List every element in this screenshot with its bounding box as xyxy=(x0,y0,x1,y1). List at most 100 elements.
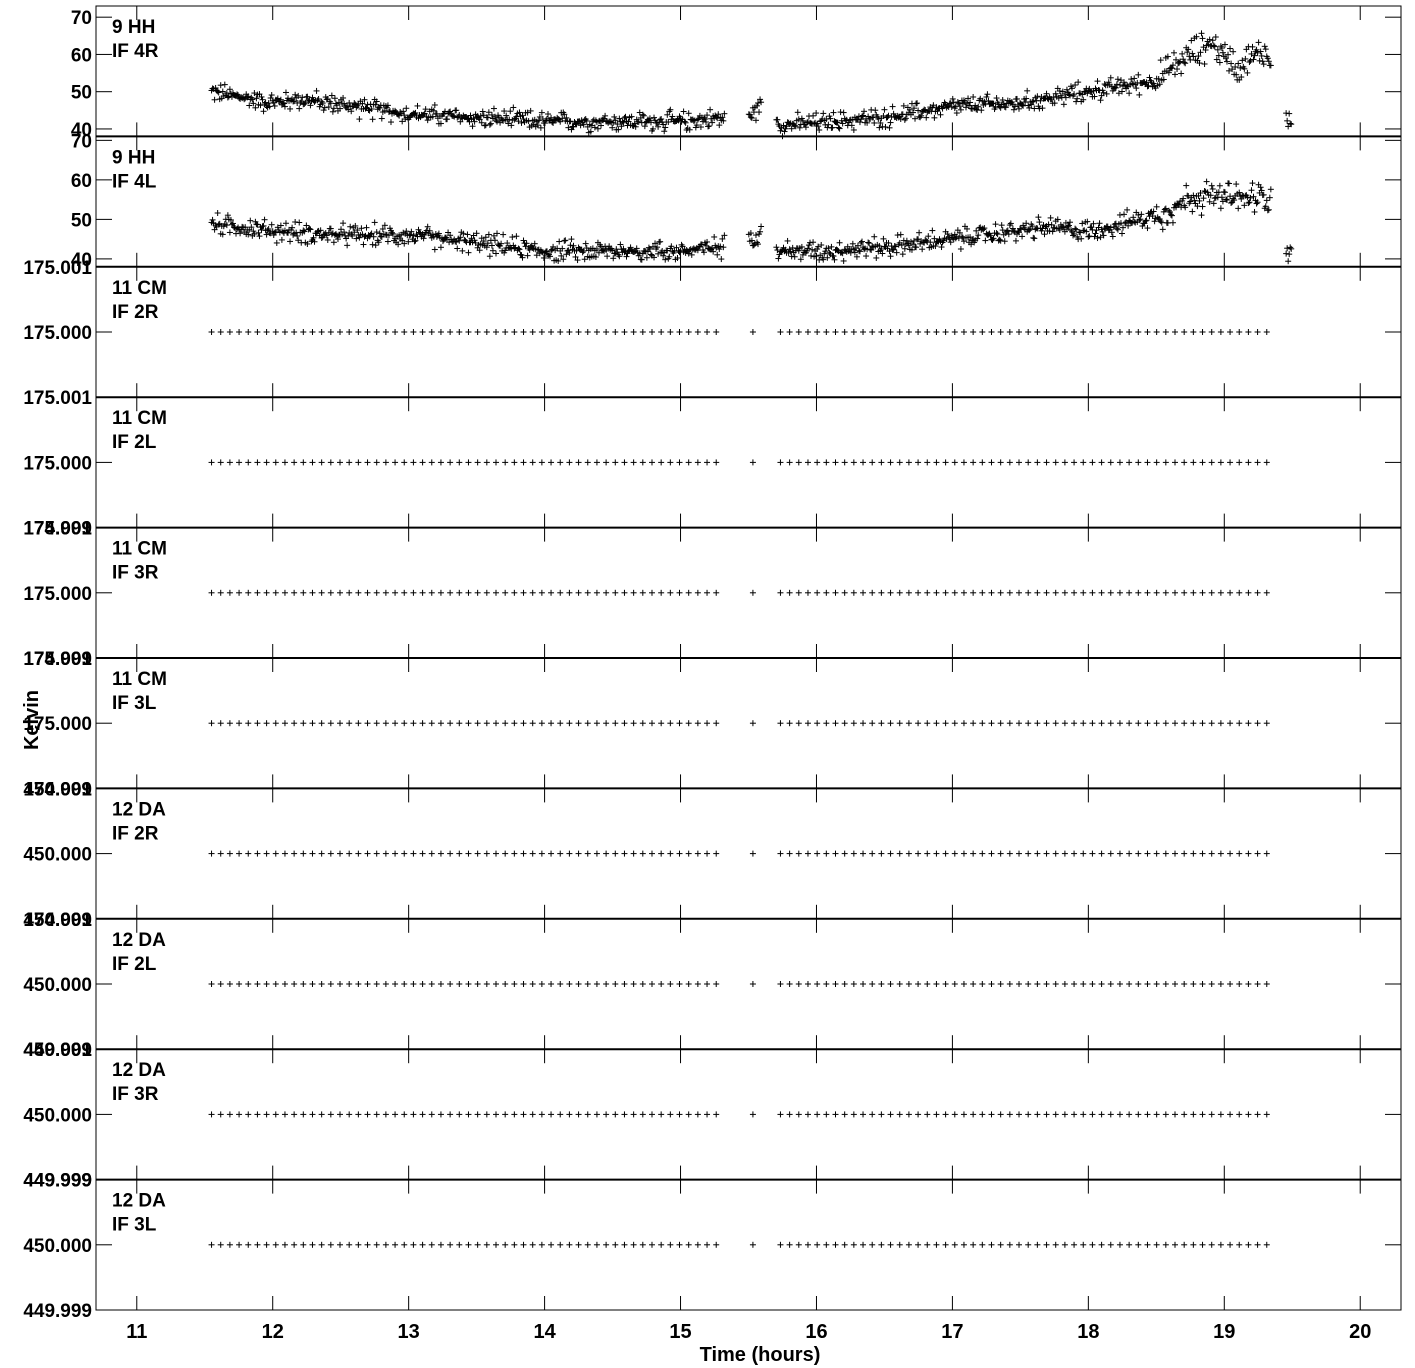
data-point xyxy=(704,981,711,987)
data-point xyxy=(1052,981,1059,987)
data-point xyxy=(360,241,367,248)
data-point xyxy=(428,329,435,335)
data-point xyxy=(841,850,848,857)
data-point xyxy=(924,329,931,335)
data-point xyxy=(522,243,529,250)
data-point xyxy=(565,247,572,254)
data-point xyxy=(878,245,885,252)
x-tick-label: 15 xyxy=(669,1321,691,1343)
data-point xyxy=(584,981,591,987)
data-point xyxy=(410,1111,417,1118)
data-point xyxy=(587,128,594,135)
data-point xyxy=(337,850,344,857)
data-point xyxy=(777,850,784,857)
data-point xyxy=(318,459,325,466)
data-point xyxy=(491,237,498,244)
data-point xyxy=(804,720,811,727)
data-point xyxy=(652,240,659,247)
data-point xyxy=(272,228,279,235)
data-point xyxy=(850,126,857,133)
data-point xyxy=(1236,1111,1243,1118)
data-point xyxy=(575,850,582,857)
data-point xyxy=(997,981,1004,987)
data-point xyxy=(643,254,650,261)
data-point xyxy=(593,329,600,335)
data-point xyxy=(483,981,490,987)
data-point xyxy=(621,114,628,121)
data-point xyxy=(1263,459,1270,466)
data-point xyxy=(263,459,270,466)
data-point xyxy=(975,103,982,110)
data-point xyxy=(622,113,629,120)
data-point xyxy=(584,720,591,727)
data-point xyxy=(901,245,908,252)
data-point xyxy=(782,246,789,253)
data-point xyxy=(838,249,845,256)
data-point xyxy=(1172,1111,1179,1118)
data-point xyxy=(1254,589,1261,596)
data-point xyxy=(364,1241,371,1248)
data-point xyxy=(291,329,298,335)
data-point xyxy=(251,231,258,238)
data-point xyxy=(611,113,618,120)
data-point xyxy=(419,459,426,466)
data-point xyxy=(1199,329,1206,335)
data-point xyxy=(318,234,325,241)
data-point xyxy=(1199,720,1206,727)
data-point xyxy=(1022,99,1029,106)
data-point xyxy=(303,222,310,229)
data-point xyxy=(1263,329,1270,335)
data-point xyxy=(548,1241,555,1248)
data-point xyxy=(1100,89,1107,96)
data-point xyxy=(268,221,275,228)
data-point xyxy=(373,1241,380,1248)
data-point xyxy=(1025,1111,1032,1118)
data-point xyxy=(665,119,672,126)
y-tick-label: 450.001 xyxy=(23,1040,92,1061)
data-point xyxy=(832,981,839,987)
data-point xyxy=(1249,180,1256,187)
data-point xyxy=(370,233,377,240)
y-tick-label: 450.001 xyxy=(23,779,92,800)
data-point xyxy=(658,116,665,123)
data-point xyxy=(300,850,307,857)
data-point xyxy=(648,720,655,727)
data-point xyxy=(470,232,477,239)
data-point xyxy=(662,124,669,131)
data-point xyxy=(667,589,674,596)
data-point xyxy=(678,241,685,248)
data-point xyxy=(603,589,610,596)
data-point xyxy=(1025,850,1032,857)
data-point xyxy=(224,212,231,219)
data-point xyxy=(529,589,536,596)
data-point xyxy=(593,720,600,727)
data-point xyxy=(613,246,620,253)
data-point xyxy=(1245,1241,1252,1248)
data-point xyxy=(639,329,646,335)
data-point xyxy=(1001,103,1008,110)
data-point xyxy=(456,850,463,857)
data-point xyxy=(878,981,885,987)
data-point xyxy=(419,1241,426,1248)
data-point xyxy=(876,124,883,131)
data-point xyxy=(1172,589,1179,596)
data-point xyxy=(850,589,857,596)
data-point xyxy=(492,1241,499,1248)
data-point xyxy=(502,850,509,857)
panel-label-if: IF 2R xyxy=(112,302,159,323)
data-point xyxy=(538,720,545,727)
data-point xyxy=(773,244,780,251)
data-point xyxy=(566,329,573,335)
data-point xyxy=(392,1241,399,1248)
panel-label-if: IF 2L xyxy=(112,432,157,453)
data-point xyxy=(437,459,444,466)
data-point xyxy=(385,109,392,116)
data-point xyxy=(919,246,926,253)
data-point xyxy=(416,229,423,236)
data-point xyxy=(1216,182,1223,189)
data-point xyxy=(520,459,527,466)
data-point xyxy=(226,1241,233,1248)
data-point xyxy=(1246,59,1253,66)
data-point xyxy=(373,229,380,236)
data-point xyxy=(1131,75,1138,82)
